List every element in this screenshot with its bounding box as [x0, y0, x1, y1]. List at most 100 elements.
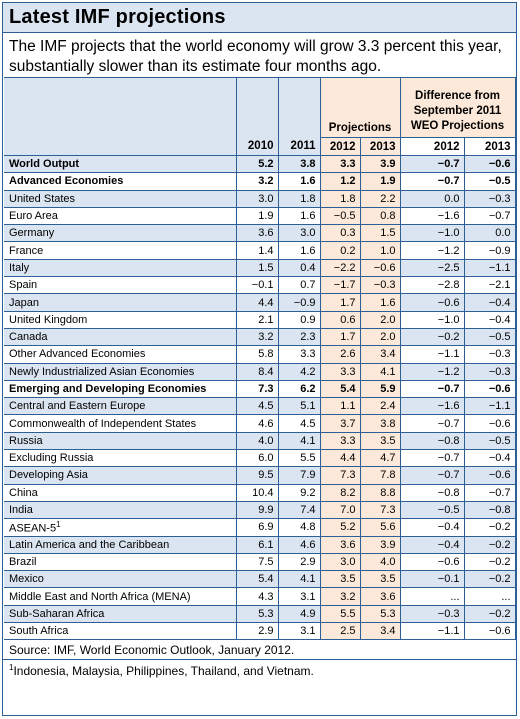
- row-value: 2.0: [360, 328, 401, 347]
- row-label: Canada: [4, 328, 237, 347]
- row-value: −0.5: [464, 432, 516, 451]
- row-value: −0.7: [400, 414, 465, 433]
- row-value: −0.2: [464, 570, 516, 589]
- row-value: 3.4: [360, 622, 401, 641]
- row-value: −0.4: [400, 518, 465, 537]
- row-value: 3.9: [360, 155, 401, 174]
- row-value: 3.2: [236, 328, 279, 347]
- table-row: Germany 3.6 3.0 0.3 1.5 −1.0 0.0: [4, 224, 516, 243]
- table-row: Central and Eastern Europe 4.5 5.1 1.1 2.4 −1…: [4, 397, 516, 416]
- row-value: −1.1: [400, 345, 465, 364]
- row-value: 3.1: [278, 587, 321, 606]
- row-label: Middle East and North Africa (MENA): [4, 587, 237, 606]
- row-value: −0.3: [400, 605, 465, 624]
- row-value: 6.0: [236, 449, 279, 468]
- row-value: 4.0: [236, 432, 279, 451]
- row-value: 5.6: [360, 518, 401, 537]
- table-row: France 1.4 1.6 0.2 1.0 −1.2 −0.9: [4, 241, 516, 260]
- row-label-text: India: [9, 504, 33, 517]
- row-label-text: Euro Area: [9, 210, 58, 223]
- header-year-2012: 2012: [400, 137, 465, 156]
- row-label-text: France: [9, 244, 44, 257]
- row-value: 2.1: [236, 311, 279, 329]
- row-value: 7.9: [278, 466, 321, 485]
- row-footnote-mark: 1: [56, 520, 61, 530]
- row-value: 1.9: [236, 207, 279, 226]
- row-value: 4.1: [278, 570, 321, 589]
- table-row: Sub-Saharan Africa 5.3 4.9 5.5 5.3 −0.3 −0.2: [4, 605, 516, 624]
- row-label-text: Emerging and Developing Economies: [9, 383, 207, 395]
- row-label: Euro Area: [4, 207, 237, 226]
- row-label-text: Commonwealth of Independent States: [9, 417, 197, 430]
- row-label-text: United Kingdom: [9, 313, 88, 326]
- row-label-text: South Africa: [9, 625, 69, 638]
- row-value: −0.3: [464, 363, 516, 381]
- row-value: −0.6: [464, 622, 516, 641]
- row-value: 0.2: [320, 241, 361, 260]
- row-value: 5.2: [320, 518, 361, 537]
- row-label-text: Latin America and the Caribbean: [9, 538, 170, 551]
- row-value: −0.6: [464, 380, 516, 399]
- header-blank: [278, 77, 321, 138]
- row-value: 2.9: [278, 553, 321, 572]
- row-value: 1.1: [320, 397, 361, 416]
- row-value: 1.6: [278, 172, 321, 191]
- row-label-text: Mexico: [9, 573, 44, 586]
- row-value: 4.4: [320, 449, 361, 468]
- row-value: −0.7: [464, 484, 516, 502]
- row-value: 4.1: [360, 363, 401, 381]
- row-value: −0.3: [464, 345, 516, 364]
- row-label-text: Excluding Russia: [9, 452, 94, 465]
- row-label-text: Italy: [9, 261, 30, 274]
- table-row: United States 3.0 1.8 1.8 2.2 0.0 −0.3: [4, 190, 516, 208]
- row-value: 0.0: [400, 190, 465, 208]
- table-row: Developing Asia 9.5 7.9 7.3 7.8 −0.7 −0.6: [4, 466, 516, 485]
- row-value: −1.7: [320, 276, 361, 295]
- footnote: 1Indonesia, Malaysia, Philippines, Thail…: [3, 660, 516, 679]
- header-blank: [4, 77, 237, 138]
- table-row: Newly Industrialized Asian Economies 8.4 4…: [4, 363, 516, 381]
- table-row: Brazil 7.5 2.9 3.0 4.0 −0.6 −0.2: [4, 553, 516, 572]
- row-value: 1.2: [320, 172, 361, 191]
- row-value: 2.3: [278, 328, 321, 347]
- table-row: ASEAN-51 6.9 4.8 5.2 5.6 −0.4 −0.2: [4, 518, 516, 537]
- table-row: Canada 3.2 2.3 1.7 2.0 −0.2 −0.5: [4, 328, 516, 347]
- row-value: 3.2: [320, 587, 361, 606]
- row-value: −0.8: [400, 484, 465, 502]
- header-difference: Difference from September 2011 WEO Proje…: [400, 77, 516, 138]
- row-value: 4.5: [236, 397, 279, 416]
- row-value: 1.5: [360, 224, 401, 243]
- row-value: 5.1: [278, 397, 321, 416]
- row-label: Newly Industrialized Asian Economies: [4, 363, 237, 381]
- row-value: 3.6: [236, 224, 279, 243]
- row-label: United Kingdom: [4, 311, 237, 329]
- row-value: 1.8: [320, 190, 361, 208]
- table-row: Latin America and the Caribbean 6.1 4.6 3.6…: [4, 536, 516, 554]
- table-row: South Africa 2.9 3.1 2.5 3.4 −1.1 −0.6: [4, 622, 516, 641]
- row-label: Developing Asia: [4, 466, 237, 485]
- row-value: −1.1: [464, 397, 516, 416]
- figure-title: Latest IMF projections: [3, 3, 516, 33]
- row-value: −0.2: [464, 605, 516, 624]
- row-value: −0.6: [464, 414, 516, 433]
- row-value: 9.2: [278, 484, 321, 502]
- table-row: Commonwealth of Independent States 4.6 4.5…: [4, 414, 516, 433]
- row-value: −0.4: [464, 311, 516, 329]
- row-value: −0.2: [464, 536, 516, 554]
- row-value: 6.1: [236, 536, 279, 554]
- row-label-text: Other Advanced Economies: [9, 348, 146, 361]
- figure-subtitle: The IMF projects that the world economy …: [9, 38, 502, 75]
- row-value: 4.6: [278, 536, 321, 554]
- row-value: −1.1: [464, 259, 516, 278]
- row-value: 3.0: [236, 190, 279, 208]
- row-value: 3.5: [320, 570, 361, 589]
- row-label: Mexico: [4, 570, 237, 589]
- row-value: −0.7: [400, 155, 465, 174]
- row-label-text: Russia: [9, 434, 43, 447]
- row-label-text: Middle East and North Africa (MENA): [9, 590, 191, 603]
- row-value: 2.2: [360, 190, 401, 208]
- row-value: 1.4: [236, 241, 279, 260]
- row-label-text: Advanced Economies: [9, 175, 124, 188]
- row-value: 4.0: [360, 553, 401, 572]
